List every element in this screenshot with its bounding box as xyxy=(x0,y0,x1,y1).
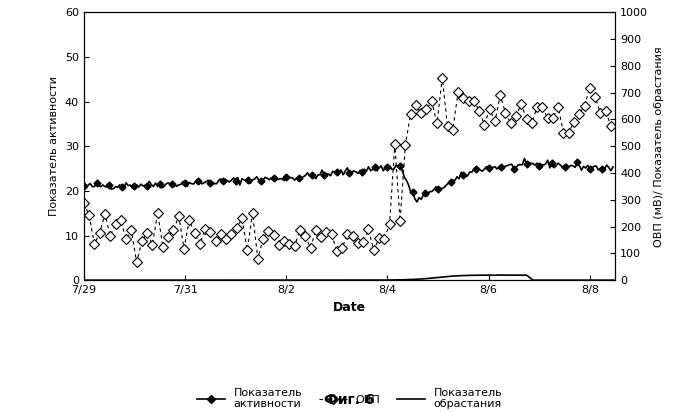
Y-axis label: ОВП (мВ)/ Показатель обрастания: ОВП (мВ)/ Показатель обрастания xyxy=(654,46,663,246)
Text: Фиг. 6: Фиг. 6 xyxy=(324,393,375,407)
Y-axis label: Показатель активности: Показатель активности xyxy=(50,76,59,216)
X-axis label: Date: Date xyxy=(333,301,366,314)
Legend: Показатель
активности, ОВП, Показатель
обрастания: Показатель активности, ОВП, Показатель о… xyxy=(192,384,507,412)
